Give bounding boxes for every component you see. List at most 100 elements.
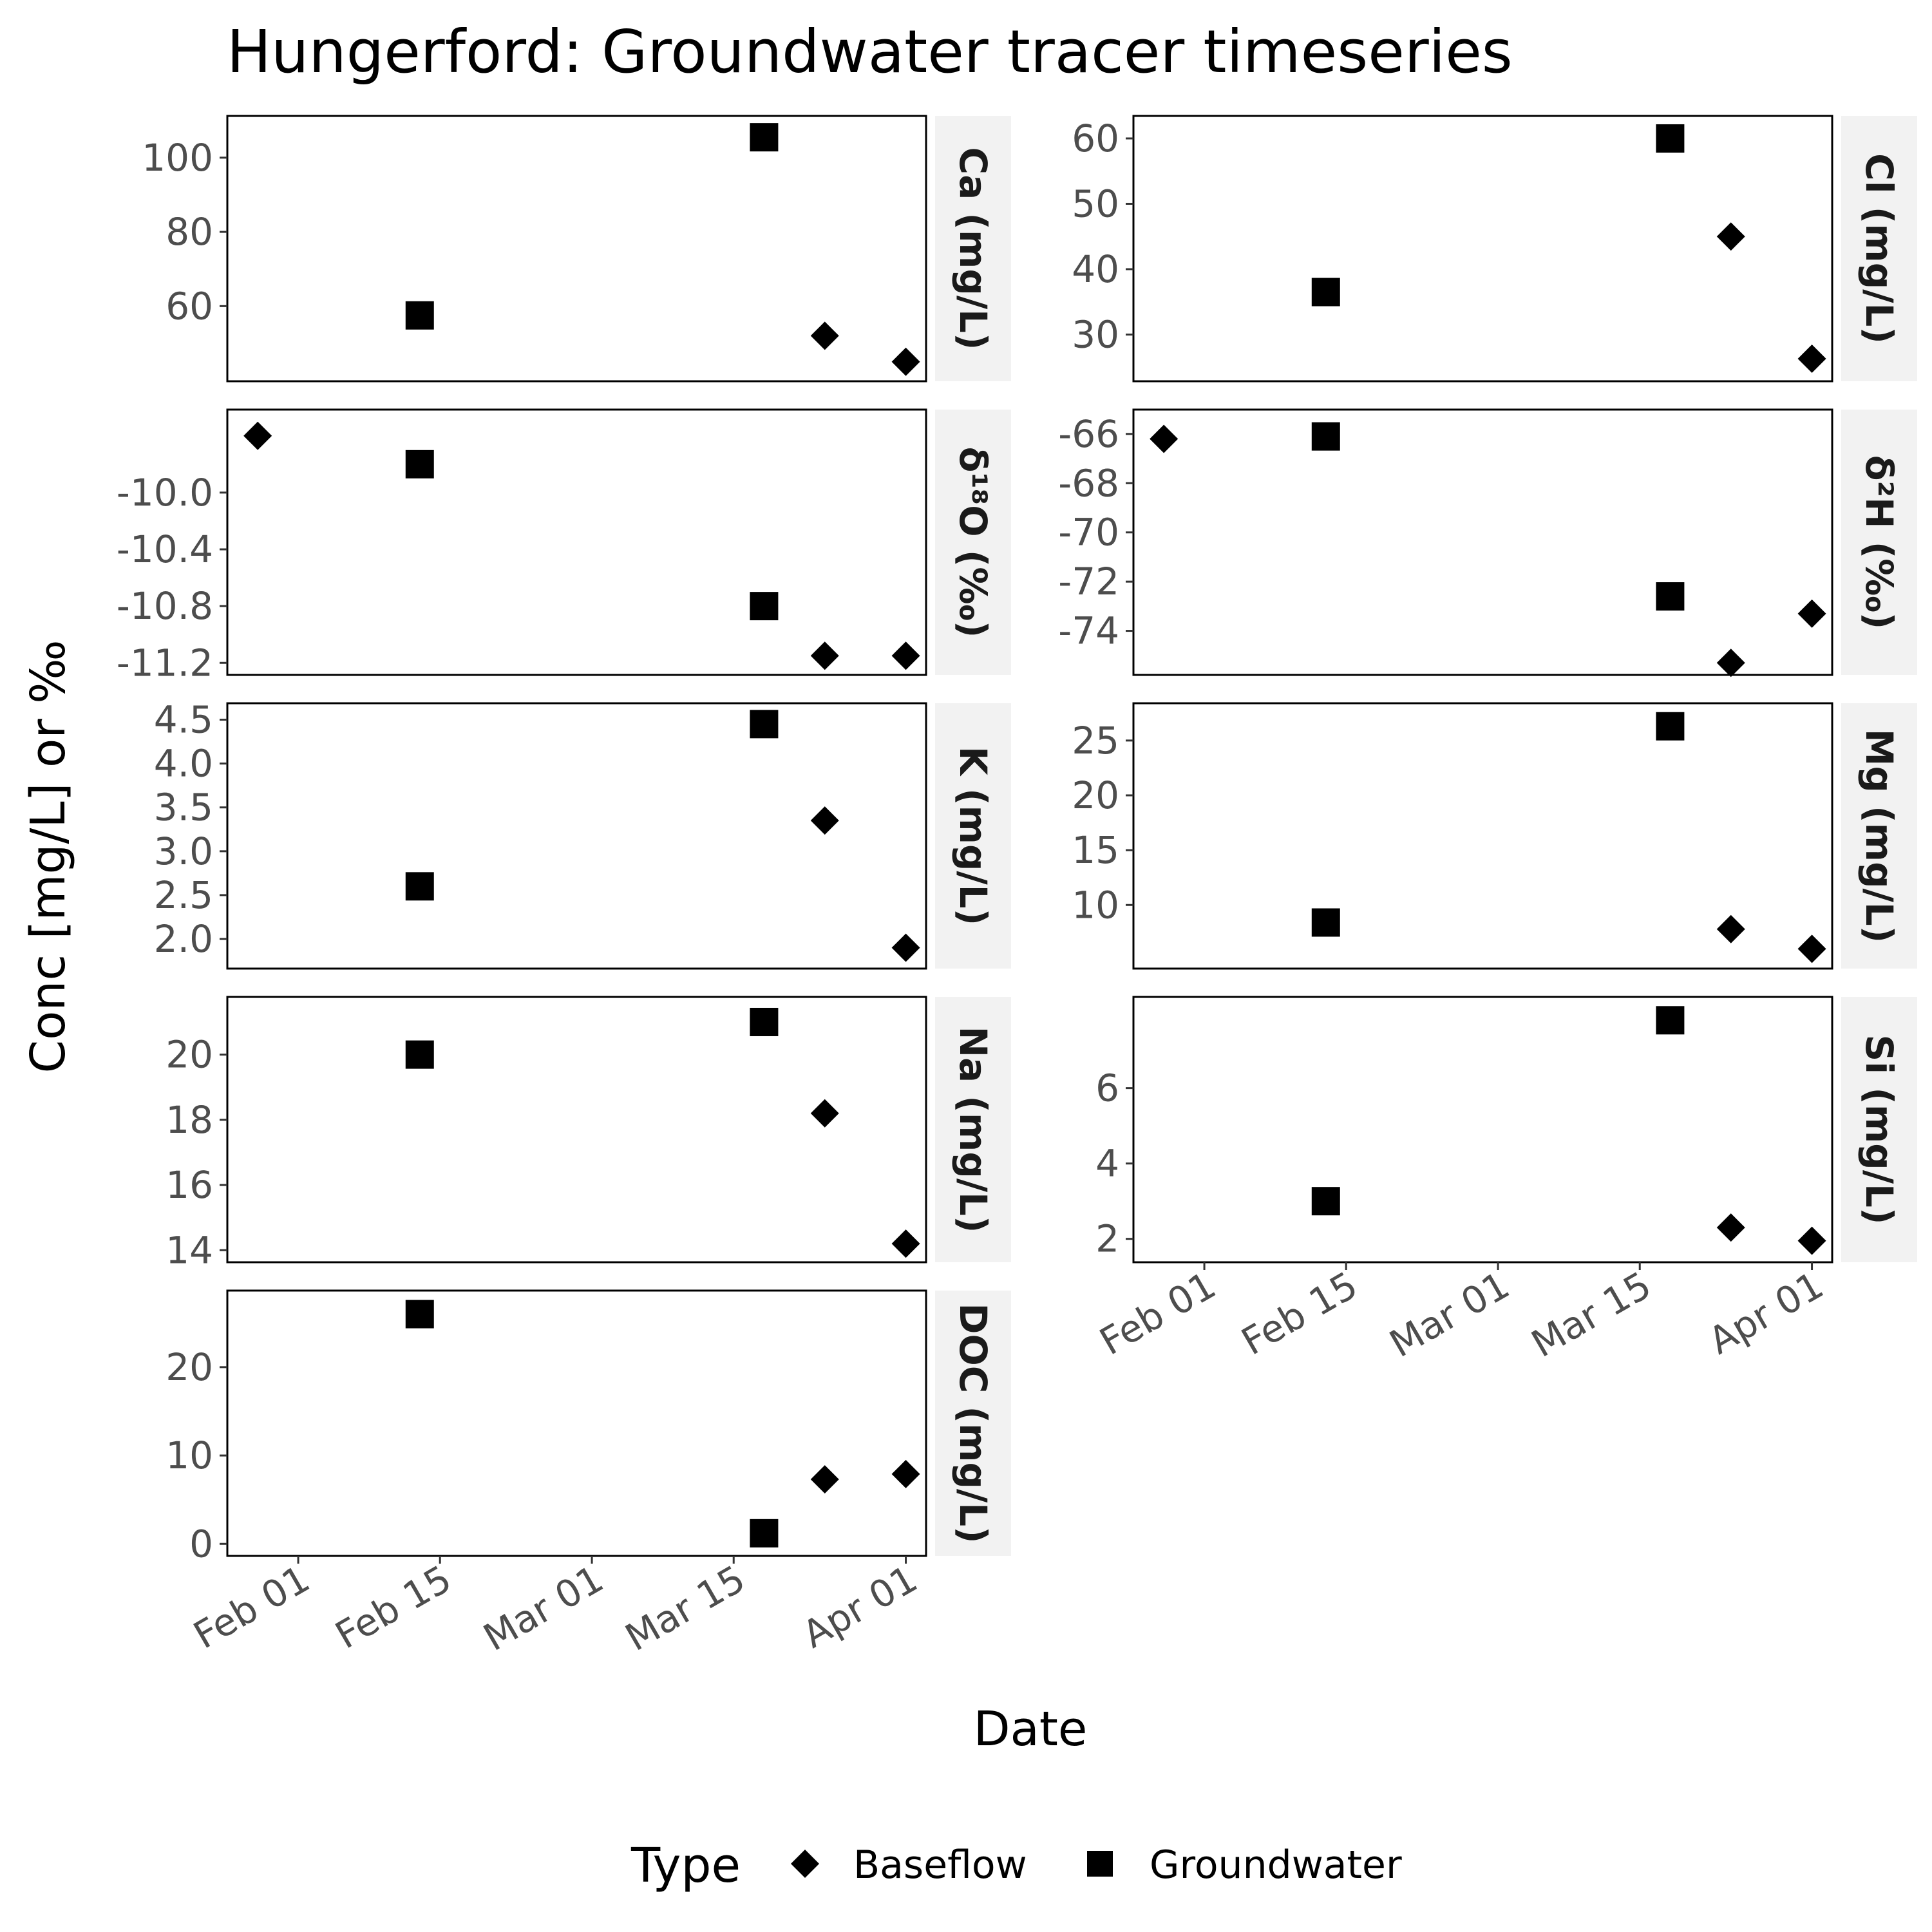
baseflow-point [810, 1465, 839, 1494]
facet-panel-h: δ²H (‰) -74 -72 -70 -68 -66 [1058, 408, 1917, 677]
groundwater-point [1656, 1006, 1685, 1035]
baseflow-point [1716, 649, 1745, 677]
y-tick-label: 30 [1072, 312, 1119, 356]
y-tick-label: -10.0 [117, 471, 213, 515]
y-tick-label: 60 [1072, 117, 1119, 160]
baseflow-point [1716, 914, 1745, 943]
facet-panel-ca-mg-l: Ca (mg/L) 60 80 100 [142, 115, 1011, 383]
x-tick-label: Apr 01 [1701, 1263, 1831, 1363]
groundwater-point [1311, 1187, 1340, 1216]
groundwater-point [1656, 712, 1685, 741]
x-tick-label: Feb 01 [186, 1557, 317, 1657]
facet-strip [935, 703, 1011, 969]
x-tick-label: Feb 15 [1234, 1263, 1365, 1363]
facet-strip [935, 116, 1011, 381]
groundwater-point [1656, 582, 1685, 611]
y-tick-label: 50 [1072, 182, 1119, 225]
facet-strip-label: Si (mg/L) [1857, 1035, 1901, 1225]
y-tick-label: 15 [1072, 828, 1119, 872]
baseflow-point [810, 1099, 839, 1128]
x-tick-label: Feb 01 [1092, 1263, 1223, 1363]
panel-frame [226, 115, 927, 383]
y-tick-label: -72 [1058, 560, 1119, 603]
legend-key-baseflow [791, 1850, 819, 1878]
groundwater-point [750, 123, 779, 152]
x-tick-label: Mar 01 [1382, 1263, 1517, 1366]
panel-frame [1132, 408, 1833, 676]
x-tick-label: Apr 01 [795, 1557, 925, 1656]
panel-frame [226, 1289, 927, 1557]
baseflow-point [1716, 222, 1745, 251]
y-tick-label: 6 [1095, 1066, 1119, 1110]
baseflow-point [1797, 934, 1826, 963]
y-tick-label: 0 [189, 1522, 213, 1566]
y-tick-label: 10 [166, 1434, 213, 1477]
groundwater-point [750, 710, 779, 739]
facet-strip [935, 997, 1011, 1262]
facet-strip-label: δ¹⁸O (‰) [951, 447, 995, 638]
facet-strip [1841, 997, 1917, 1262]
y-tick-label: 60 [166, 284, 213, 328]
facet-strip [935, 1291, 1011, 1556]
baseflow-point [810, 806, 839, 835]
baseflow-point [1797, 1226, 1826, 1255]
y-tick-label: -74 [1058, 609, 1119, 653]
baseflow-point [891, 1229, 920, 1258]
legend-key-groundwater [1087, 1851, 1113, 1877]
y-tick-label: 4.0 [154, 742, 213, 786]
baseflow-point [891, 641, 920, 670]
groundwater-point [405, 301, 434, 330]
x-tick-label: Feb 15 [328, 1557, 459, 1657]
facet-panel-cl-mg-l: Cl (mg/L) 30 40 50 60 [1072, 115, 1917, 383]
y-tick-label: 20 [166, 1345, 213, 1389]
facet-strip-label: K (mg/L) [951, 746, 995, 925]
baseflow-point [243, 421, 272, 450]
y-tick-label: 40 [1072, 247, 1119, 291]
y-tick-label: 100 [142, 136, 213, 180]
facet-strip [1841, 116, 1917, 381]
y-tick-label: 10 [1072, 883, 1119, 927]
panel-frame [226, 702, 927, 970]
y-tick-label: 4 [1095, 1142, 1119, 1186]
y-tick-label: -70 [1058, 511, 1119, 554]
y-tick-label: 14 [166, 1228, 213, 1272]
panel-frame [1132, 115, 1833, 383]
y-tick-label: 2.0 [154, 917, 213, 961]
y-tick-label: 80 [166, 210, 213, 254]
legend-label-groundwater: Groundwater [1150, 1842, 1402, 1888]
baseflow-point [810, 641, 839, 670]
y-tick-label: 3.0 [154, 829, 213, 873]
groundwater-point [1311, 278, 1340, 307]
groundwater-point [1656, 124, 1685, 153]
facet-strip [1841, 703, 1917, 969]
baseflow-point [1797, 599, 1826, 628]
baseflow-point [1716, 1213, 1745, 1242]
y-tick-label: -10.4 [117, 527, 213, 571]
groundwater-point [1311, 422, 1340, 451]
baseflow-point [810, 321, 839, 350]
facet-strip [935, 410, 1011, 675]
panel-frame [1132, 702, 1833, 970]
facet-strip-label: Cl (mg/L) [1857, 153, 1901, 344]
facet-panel-k-mg-l: K (mg/L) 2.02.53.03.54.04.5 [154, 698, 1011, 970]
y-tick-label: -66 [1058, 412, 1119, 456]
y-tick-label: 20 [1072, 773, 1119, 817]
groundwater-point [405, 872, 434, 901]
groundwater-point [405, 450, 434, 478]
groundwater-point [750, 1519, 779, 1548]
facet-panel-o: δ¹⁸O (‰) -11.2 -10.8 -10.4 -10.0 [117, 408, 1011, 685]
y-tick-label: 3.5 [154, 786, 213, 829]
panel-frame [226, 996, 927, 1264]
facet-strip-label: Mg (mg/L) [1857, 729, 1901, 943]
baseflow-point [891, 347, 920, 376]
x-axis-title: Date [974, 1701, 1088, 1757]
y-tick-label: 4.5 [154, 698, 213, 742]
legend-title: Type [630, 1838, 741, 1893]
y-tick-label: -10.8 [117, 584, 213, 628]
x-tick-label: Mar 01 [476, 1557, 611, 1660]
x-tick-label: Mar 15 [1524, 1263, 1659, 1366]
y-tick-label: 2 [1095, 1217, 1119, 1261]
groundwater-point [405, 1040, 434, 1069]
facet-strip-label: Na (mg/L) [951, 1027, 995, 1233]
